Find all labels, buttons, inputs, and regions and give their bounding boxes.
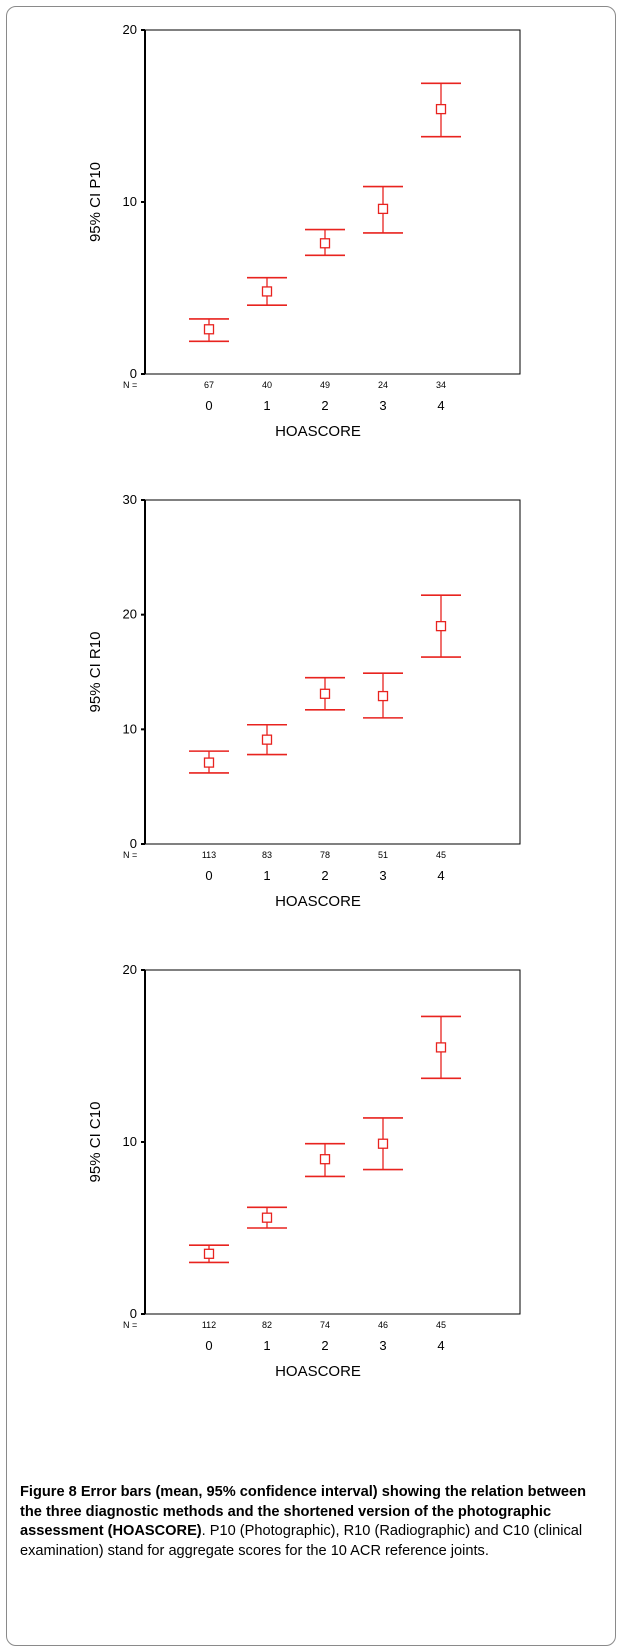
caption-label: Figure 8 (20, 1484, 77, 1500)
category-label: 1 (263, 1338, 270, 1353)
mean-marker (377, 203, 389, 215)
category-label: 1 (263, 868, 270, 883)
x-axis-title: HOASCORE (275, 423, 361, 440)
category-label: 4 (437, 1338, 444, 1353)
mean-marker (377, 1138, 389, 1149)
category-label: 2 (321, 868, 328, 883)
category-label: 0 (205, 1338, 212, 1353)
mean-marker (261, 286, 273, 297)
y-axis-title: 95% CI C10 (87, 1102, 104, 1183)
y-tick-label: 20 (123, 607, 137, 622)
y-tick-label: 10 (123, 721, 137, 736)
n-value: 40 (262, 380, 272, 390)
n-value: 67 (204, 380, 214, 390)
mean-marker (435, 620, 447, 632)
chart-p10: 0 10 20 95% CI P10 N = 67 0 40 1 49 2 24 3 34 4 HOASCOR… (87, 22, 521, 440)
plot-area (144, 499, 521, 845)
n-value: 46 (378, 1320, 388, 1330)
y-tick-label: 0 (130, 836, 137, 851)
plot-area (144, 29, 521, 375)
caption-text: . P10 (Photographic), R10 (Radiographic)… (20, 1523, 583, 1559)
x-axis-title: HOASCORE (275, 1363, 361, 1380)
y-tick-label: 20 (123, 22, 137, 37)
n-value: 78 (320, 850, 330, 860)
mean-marker (319, 238, 331, 249)
y-tick-label: 0 (130, 366, 137, 381)
mean-marker (203, 1248, 215, 1259)
category-label: 2 (321, 1338, 328, 1353)
n-value: 51 (378, 850, 388, 860)
chart-r10: 0 10 20 30 95% CI R10 N = 113 0 83 1 78 2 51 3 45 4 HOAS… (87, 492, 521, 910)
y-tick-label: 10 (123, 1134, 137, 1149)
n-label: N = (123, 850, 137, 860)
n-value: 113 (202, 850, 216, 860)
category-label: 4 (437, 868, 444, 883)
category-label: 1 (263, 398, 270, 413)
mean-marker (261, 734, 273, 745)
mean-marker (261, 1212, 273, 1223)
chart-c10: 0 10 20 95% CI C10 N = 112 0 82 1 74 2 46 3 45 4 HOASCO… (87, 962, 521, 1380)
n-label: N = (123, 1320, 137, 1330)
y-tick-label: 20 (123, 962, 137, 977)
category-label: 4 (437, 398, 444, 413)
y-tick-label: 0 (130, 1306, 137, 1321)
y-axis-title: 95% CI R10 (87, 632, 104, 713)
caption-bold-text: Error bars (mean, 95% confidence interva… (20, 1484, 587, 1540)
n-value: 34 (436, 380, 446, 390)
mean-marker (319, 1154, 331, 1165)
n-label: N = (123, 380, 137, 390)
mean-marker (203, 757, 215, 768)
n-value: 74 (320, 1320, 330, 1330)
category-label: 0 (205, 868, 212, 883)
category-label: 3 (379, 1338, 386, 1353)
y-tick-label: 30 (123, 492, 137, 507)
n-value: 83 (262, 850, 272, 860)
mean-marker (435, 1042, 447, 1053)
x-axis-title: HOASCORE (275, 893, 361, 910)
n-value: 45 (436, 850, 446, 860)
category-label: 0 (205, 398, 212, 413)
category-label: 3 (379, 868, 386, 883)
mean-marker (435, 103, 447, 115)
mean-marker (203, 324, 215, 335)
mean-marker (377, 690, 389, 702)
category-label: 3 (379, 398, 386, 413)
n-value: 82 (262, 1320, 272, 1330)
mean-marker (319, 688, 331, 699)
figure-frame (6, 6, 616, 1646)
category-label: 2 (321, 398, 328, 413)
n-value: 112 (202, 1320, 216, 1330)
figure-caption: Figure 8 Error bars (mean, 95% confidenc… (20, 1483, 605, 1561)
n-value: 49 (320, 380, 330, 390)
y-tick-label: 10 (123, 194, 137, 209)
y-axis-title: 95% CI P10 (87, 162, 104, 242)
n-value: 45 (436, 1320, 446, 1330)
n-value: 24 (378, 380, 388, 390)
